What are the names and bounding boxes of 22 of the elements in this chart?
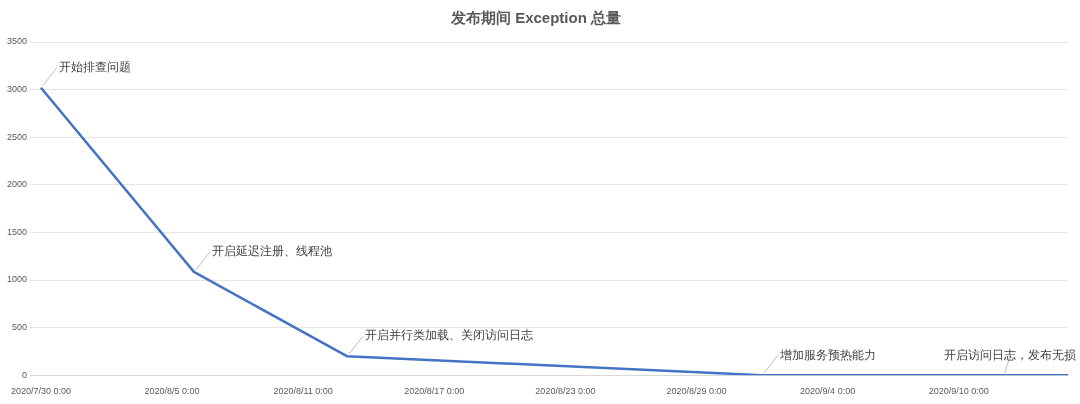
annotation: 开启访问日志，发布无损 bbox=[944, 347, 1076, 362]
annotation: 增加服务预热能力 bbox=[779, 347, 877, 362]
annotation: 开启并行类加载、关闭访问日志 bbox=[364, 328, 533, 343]
x-tick-label: 2020/9/10 0:00 bbox=[928, 386, 989, 397]
y-tick-label: 2000 bbox=[6, 179, 28, 190]
y-tick-label: 2500 bbox=[6, 131, 28, 142]
y-tick-label: 500 bbox=[11, 322, 28, 333]
y-tick-label: 3000 bbox=[6, 84, 28, 95]
y-tick-label: 3500 bbox=[6, 36, 28, 47]
y-tick-label: 1000 bbox=[6, 274, 28, 285]
x-tick-label: 2020/8/17 0:00 bbox=[404, 386, 465, 397]
x-tick-label: 2020/8/23 0:00 bbox=[535, 386, 596, 397]
annotation: 开始排查问题 bbox=[58, 60, 131, 75]
x-tick-label: 2020/8/11 0:00 bbox=[273, 386, 333, 397]
y-tick-label: 0 bbox=[22, 369, 28, 380]
annotation: 开启延迟注册、线程池 bbox=[211, 244, 332, 259]
x-tick-label: 2020/9/4 0:00 bbox=[800, 386, 856, 397]
x-tick-label: 2020/8/29 0:00 bbox=[666, 386, 727, 397]
x-tick-label: 2020/8/5 0:00 bbox=[144, 386, 200, 397]
y-tick-label: 1500 bbox=[6, 226, 28, 237]
chart-title: 发布期间 Exception 总量 bbox=[449, 9, 622, 27]
x-tick-label: 2020/7/30 0:00 bbox=[10, 386, 71, 397]
